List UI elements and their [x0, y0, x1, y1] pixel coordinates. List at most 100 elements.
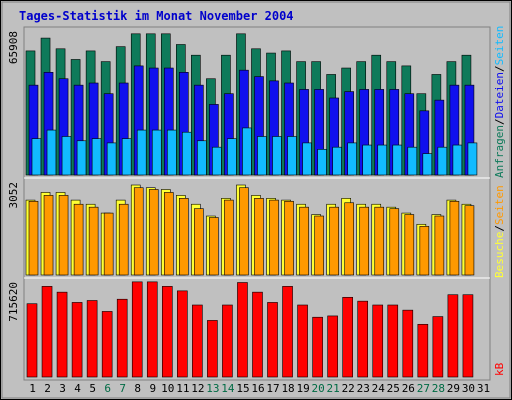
bar-seiten-day-21 [332, 146, 342, 176]
bar-seiten-day-16 [254, 198, 264, 276]
legend-item: Seiten [493, 185, 506, 225]
legend-group: Besuche/Seiten [493, 185, 506, 278]
plot-border [23, 26, 491, 381]
bar-seiten-day-2 [43, 195, 54, 276]
bar-seiten-day-3 [58, 195, 69, 276]
bar-seiten-day-13 [209, 217, 219, 276]
bar-seiten-day-11 [182, 131, 192, 176]
panel-middle: 3052 [7, 182, 475, 276]
bar-kb-day-5 [86, 300, 98, 378]
bar-kb-day-1 [26, 303, 38, 378]
bar-seiten-day-15 [242, 127, 252, 176]
bar-seiten-day-13 [212, 146, 222, 176]
x-tick-label: 14 [221, 382, 235, 395]
x-tick-label: 29 [447, 382, 460, 395]
bar-kb-day-7 [116, 298, 128, 378]
x-tick-label: 1 [29, 382, 36, 395]
panel-max-label: 65908 [7, 31, 20, 64]
x-axis-day-labels: 1 2 3 4 5 6 7 8 9 10 11 12 13 14 15 16 17 18 19 20 21 22 23 24 2… [29, 382, 490, 395]
bar-seiten-day-28 [437, 146, 448, 176]
bar-kb-day-13 [207, 320, 218, 378]
panel-max-label: 3052 [7, 182, 20, 209]
bar-seiten-day-17 [269, 199, 279, 276]
bar-kb-day-15 [237, 282, 248, 378]
chart-title: Tages-Statistik im Monat November 2004 [19, 9, 294, 23]
x-tick-label: 11 [176, 382, 189, 395]
x-tick-label: 20 [312, 382, 325, 395]
bar-kb-day-9 [146, 281, 158, 378]
legend-item: Anfragen [493, 125, 506, 178]
panel-bottom: 715620 [7, 281, 474, 378]
x-tick-label: 8 [134, 382, 141, 395]
x-tick-label: 10 [161, 382, 174, 395]
bar-seiten-day-23 [362, 144, 373, 176]
bar-seiten-day-10 [163, 192, 174, 276]
bar-kb-day-23 [357, 300, 369, 378]
bar-seiten-day-26 [407, 146, 418, 176]
bar-seiten-day-18 [287, 136, 297, 176]
x-tick-label: 31 [477, 382, 490, 395]
bar-seiten-day-14 [224, 199, 234, 276]
x-tick-label: 17 [266, 382, 279, 395]
legend-separator: / [493, 65, 506, 72]
legend-separator: / [493, 225, 506, 232]
bar-seiten-day-23 [359, 206, 370, 276]
x-tick-label: 24 [372, 382, 386, 395]
bar-seiten-day-19 [302, 142, 312, 176]
bar-seiten-day-8 [136, 129, 147, 176]
x-tick-label: 12 [191, 382, 204, 395]
bar-kb-day-28 [432, 316, 444, 378]
legend-group: kB [493, 362, 506, 376]
bar-kb-day-4 [71, 302, 83, 378]
bar-seiten-day-25 [389, 208, 400, 276]
x-tick-label: 6 [104, 382, 111, 395]
bar-seiten-day-21 [329, 206, 339, 276]
x-tick-label: 7 [119, 382, 126, 395]
bar-kb-day-8 [131, 281, 143, 378]
bar-seiten-day-27 [419, 226, 430, 276]
legend-separator: / [493, 118, 506, 125]
x-tick-label: 16 [251, 382, 264, 395]
bar-seiten-day-5 [91, 138, 102, 176]
bar-seiten-day-12 [197, 140, 207, 176]
bar-kb-day-14 [222, 304, 233, 378]
bar-kb-day-2 [41, 286, 53, 378]
x-tick-label: 15 [236, 382, 249, 395]
bar-kb-day-17 [267, 302, 278, 378]
bar-kb-day-10 [161, 286, 173, 378]
x-tick-label: 5 [89, 382, 96, 395]
bar-seiten-day-6 [103, 212, 114, 276]
x-tick-label: 18 [281, 382, 294, 395]
legend-item: Besuche [493, 232, 506, 278]
bar-seiten-day-16 [257, 136, 267, 176]
legend-item: Seiten [493, 26, 506, 66]
bar-seiten-day-7 [118, 203, 129, 276]
bar-seiten-day-4 [73, 203, 84, 276]
bar-seiten-day-29 [452, 144, 463, 176]
bar-seiten-day-6 [106, 142, 117, 176]
x-tick-label: 27 [417, 382, 430, 395]
bar-seiten-day-22 [344, 202, 354, 276]
x-tick-label: 25 [387, 382, 400, 395]
bar-seiten-day-22 [347, 142, 357, 176]
x-tick-label: 19 [296, 382, 309, 395]
bar-seiten-day-1 [28, 200, 39, 276]
bar-seiten-day-24 [377, 144, 388, 176]
bar-seiten-day-30 [467, 142, 478, 176]
bar-seiten-day-27 [422, 153, 433, 176]
bar-kb-day-6 [101, 311, 113, 378]
legend-item: kB [493, 362, 506, 376]
bar-seiten-day-4 [76, 140, 87, 176]
bar-seiten-day-20 [314, 215, 324, 276]
bar-seiten-day-17 [272, 136, 282, 176]
bar-seiten-day-29 [449, 200, 460, 276]
bar-seiten-day-8 [133, 187, 144, 276]
bar-kb-day-20 [312, 316, 323, 378]
x-tick-label: 30 [462, 382, 475, 395]
bar-seiten-day-1 [31, 138, 42, 176]
panel-top: 65908 [7, 31, 478, 176]
bar-seiten-day-28 [434, 215, 445, 276]
bar-kb-day-3 [56, 291, 68, 378]
